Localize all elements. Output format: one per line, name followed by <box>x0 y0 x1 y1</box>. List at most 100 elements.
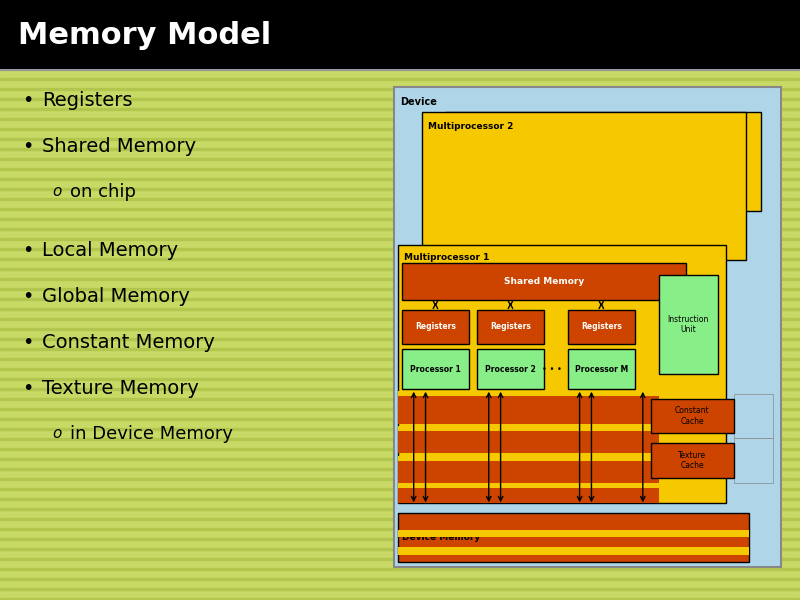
Bar <box>0 208 800 210</box>
Bar <box>0 413 800 415</box>
Bar <box>0 178 800 180</box>
Bar <box>0 142 800 145</box>
Bar <box>0 517 800 520</box>
Bar <box>0 313 800 315</box>
Bar <box>0 553 800 555</box>
Bar <box>477 310 544 344</box>
Bar <box>0 577 800 580</box>
Bar <box>0 187 800 190</box>
Text: o: o <box>52 185 62 199</box>
Bar <box>0 467 800 470</box>
Bar <box>0 557 800 560</box>
Bar <box>658 275 718 374</box>
Bar <box>0 377 800 380</box>
Bar <box>0 593 800 595</box>
Bar <box>0 13 800 15</box>
Bar <box>0 422 800 425</box>
Text: •: • <box>22 332 34 352</box>
Text: Device Memory: Device Memory <box>402 533 480 542</box>
Bar <box>0 542 800 545</box>
Bar <box>0 197 800 200</box>
Bar <box>0 493 800 495</box>
Text: Shared Memory: Shared Memory <box>42 136 196 155</box>
Text: Registers: Registers <box>490 322 531 331</box>
Bar <box>398 455 658 461</box>
Bar <box>0 323 800 325</box>
Bar <box>394 87 781 567</box>
Bar <box>0 388 800 390</box>
Bar <box>0 152 800 155</box>
Bar <box>0 427 800 430</box>
Bar <box>0 397 800 400</box>
Bar <box>0 88 800 90</box>
Bar <box>0 473 800 475</box>
Bar <box>0 457 800 460</box>
Bar <box>0 433 800 435</box>
Bar <box>0 392 800 395</box>
Bar <box>0 533 800 535</box>
Bar <box>0 212 800 215</box>
Bar <box>398 485 658 503</box>
Bar <box>0 332 800 335</box>
Bar <box>0 568 800 570</box>
Bar <box>0 383 800 385</box>
Bar <box>0 263 800 265</box>
Bar <box>0 37 800 40</box>
Bar <box>0 538 800 540</box>
Bar <box>0 28 800 30</box>
Text: •: • <box>22 241 34 259</box>
Bar <box>0 52 800 55</box>
Bar <box>402 349 469 389</box>
Text: on chip: on chip <box>70 183 136 201</box>
Bar <box>0 103 800 105</box>
Text: Global Memory: Global Memory <box>42 286 190 305</box>
Text: o: o <box>52 427 62 442</box>
Bar <box>0 298 800 300</box>
Bar <box>0 367 800 370</box>
Bar <box>0 277 800 280</box>
Bar <box>0 337 800 340</box>
Text: •: • <box>22 379 34 397</box>
Bar <box>0 7 800 10</box>
Bar <box>0 563 800 565</box>
Bar <box>0 508 800 510</box>
Text: Multiprocessor 1: Multiprocessor 1 <box>404 253 490 262</box>
Bar <box>0 283 800 285</box>
Bar <box>0 2 800 5</box>
Bar <box>0 62 800 65</box>
Bar <box>0 22 800 25</box>
Bar <box>0 343 800 345</box>
Bar <box>0 487 800 490</box>
Bar <box>0 583 800 585</box>
Bar <box>398 245 726 503</box>
Bar <box>0 107 800 110</box>
Bar <box>0 358 800 360</box>
Bar <box>0 373 800 375</box>
Text: Registers: Registers <box>581 322 622 331</box>
Text: •: • <box>22 286 34 305</box>
Bar <box>568 310 635 344</box>
Bar <box>0 463 800 465</box>
Bar <box>0 232 800 235</box>
Bar <box>0 17 800 20</box>
Bar <box>0 223 800 225</box>
Bar <box>0 73 800 75</box>
Bar <box>0 527 800 530</box>
Bar <box>0 328 800 330</box>
Text: ⋮: ⋮ <box>481 154 496 169</box>
Bar <box>0 443 800 445</box>
Text: Texture
Cache: Texture Cache <box>678 451 706 470</box>
Bar <box>0 242 800 245</box>
Text: Local Memory: Local Memory <box>42 241 178 259</box>
Text: Device: Device <box>400 97 437 107</box>
Bar <box>398 461 658 483</box>
Bar <box>0 497 800 500</box>
Bar <box>0 572 800 575</box>
Bar <box>0 173 800 175</box>
Bar <box>0 362 800 365</box>
Text: Processor M: Processor M <box>574 365 628 374</box>
Bar <box>734 394 773 439</box>
Bar <box>0 122 800 125</box>
Text: Constant
Cache: Constant Cache <box>675 406 710 426</box>
Bar <box>0 598 800 600</box>
